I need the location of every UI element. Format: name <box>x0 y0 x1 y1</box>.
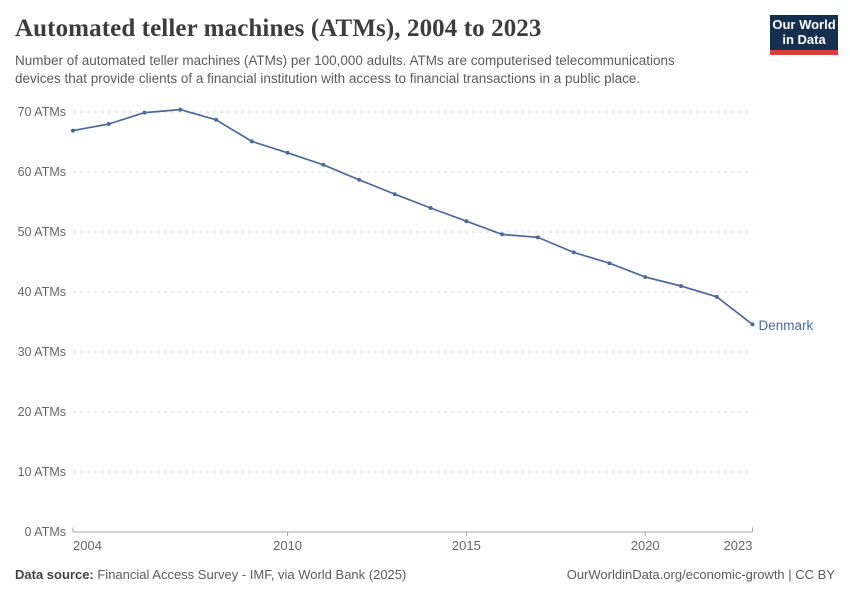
data-point-denmark-2021[interactable] <box>678 284 683 288</box>
data-point-denmark-2017[interactable] <box>535 235 540 240</box>
data-point-denmark-2016[interactable] <box>500 232 505 237</box>
data-point-denmark-2009[interactable] <box>249 139 254 144</box>
data-point-denmark-2005[interactable] <box>106 122 111 126</box>
data-point-denmark-2008[interactable] <box>214 117 219 122</box>
data-point-denmark-2006[interactable] <box>142 110 147 115</box>
chart-header: Automated teller machines (ATMs), 2004 t… <box>15 14 760 88</box>
data-point-denmark-2018[interactable] <box>571 250 576 255</box>
data-point-denmark-2020[interactable] <box>643 275 648 279</box>
data-point-denmark-2015[interactable] <box>464 219 469 224</box>
y-axis-label-70: 70 ATMs <box>18 105 66 119</box>
owid-logo[interactable]: Our World in Data <box>770 15 838 55</box>
data-point-denmark-2012[interactable] <box>357 177 362 182</box>
chart-subtitle: Number of automated teller machines (ATM… <box>15 52 757 88</box>
data-source-text: Financial Access Survey - IMF, via World… <box>93 567 407 582</box>
data-point-denmark-2007[interactable] <box>178 107 183 112</box>
y-axis-label-20: 20 ATMs <box>18 405 66 419</box>
y-axis-label-40: 40 ATMs <box>18 285 66 299</box>
y-axis-label-60: 60 ATMs <box>18 165 66 179</box>
data-point-denmark-2019[interactable] <box>607 261 612 266</box>
data-point-denmark-2022[interactable] <box>714 294 719 299</box>
owid-logo-line1: Our World <box>772 17 836 32</box>
y-axis-label-50: 50 ATMs <box>18 225 66 239</box>
data-point-denmark-2011[interactable] <box>321 162 326 167</box>
owid-license-link[interactable]: OurWorldinData.org/economic-growth | CC … <box>566 567 835 582</box>
data-point-denmark-2014[interactable] <box>428 206 433 210</box>
subtitle-line-1: Number of automated teller machines (ATM… <box>15 53 675 68</box>
x-axis-label-2023: 2023 <box>724 538 753 553</box>
owid-logo-line2: in Data <box>782 31 826 47</box>
x-axis-label-2004: 2004 <box>73 538 102 553</box>
data-point-denmark-2023[interactable] <box>750 322 755 327</box>
y-axis-label-10: 10 ATMs <box>18 465 66 479</box>
subtitle-line-2: devices that provide clients of a financ… <box>15 70 641 86</box>
y-axis-label-30: 30 ATMs <box>18 345 66 359</box>
page-title: Automated teller machines (ATMs), 2004 t… <box>15 15 542 42</box>
data-source: Data source: Financial Access Survey - I… <box>15 567 406 582</box>
x-axis-label-2020: 2020 <box>631 538 660 553</box>
data-source-label: Data source: <box>15 567 94 582</box>
data-point-denmark-2004[interactable] <box>71 128 75 133</box>
x-axis-label-2010: 2010 <box>273 538 302 553</box>
denmark-line-series[interactable] <box>72 108 754 326</box>
chart-footer: Data source: Financial Access Survey - I… <box>15 567 835 582</box>
y-axis-label-0: 0 ATMs <box>25 525 66 539</box>
series-label-denmark[interactable]: Denmark <box>759 318 814 333</box>
data-point-denmark-2013[interactable] <box>392 192 397 197</box>
x-axis-label-2015: 2015 <box>452 538 481 553</box>
data-point-denmark-2010[interactable] <box>285 150 290 155</box>
